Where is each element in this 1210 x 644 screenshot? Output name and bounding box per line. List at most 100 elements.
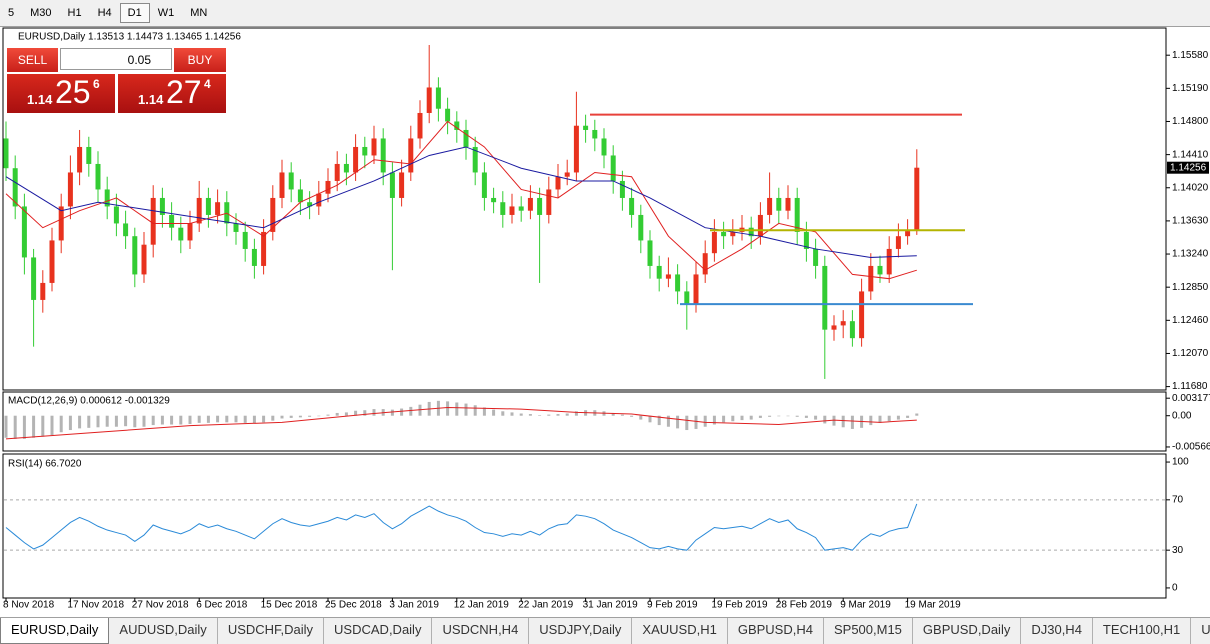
x-tick-label: 22 Jan 2019 xyxy=(518,600,573,611)
x-tick-label: 8 Nov 2018 xyxy=(3,600,55,611)
chart-tab[interactable]: UKC xyxy=(1191,618,1210,644)
macd-bar xyxy=(887,415,891,422)
candle-body xyxy=(849,321,855,339)
macd-bar xyxy=(142,415,146,427)
timeframe-button[interactable]: M30 xyxy=(30,7,52,19)
y-tick-label: 1.12460 xyxy=(1172,315,1209,326)
macd-bar xyxy=(676,415,680,429)
macd-bar xyxy=(234,415,238,423)
macd-bar xyxy=(335,412,339,416)
x-tick-label: 9 Mar 2019 xyxy=(840,600,891,611)
chart-tab[interactable]: DJ30,H4 xyxy=(1021,618,1093,644)
chart-tab[interactable]: USDCHF,Daily xyxy=(218,618,325,644)
candle-body xyxy=(196,197,202,224)
macd-bar xyxy=(492,409,496,416)
candle-body xyxy=(610,155,616,181)
candle-body xyxy=(187,223,193,241)
chart-tab[interactable]: USDCAD,Daily xyxy=(324,618,433,644)
candle-body xyxy=(491,197,497,203)
candle-body xyxy=(629,197,635,215)
candle-body xyxy=(205,197,211,215)
candle-body xyxy=(868,265,874,292)
candle-body xyxy=(481,172,487,198)
macd-bar xyxy=(317,415,321,417)
macd-bar xyxy=(68,415,72,431)
macd-bar xyxy=(804,415,808,418)
y-tick-label: 1.15580 xyxy=(1172,50,1209,61)
y-tick-label: 1.14410 xyxy=(1172,149,1209,160)
timeframe-button[interactable]: D1 xyxy=(119,3,150,23)
macd-bar xyxy=(510,412,514,416)
macd-bar xyxy=(308,415,312,417)
candle-body xyxy=(675,274,681,292)
candle-body xyxy=(307,202,313,207)
chart-tabs: EURUSD,Daily AUDUSD,Daily USDCHF,Daily USDC… xyxy=(0,617,1210,644)
chart-header: EURUSD,Daily 1.13513 1.14473 1.13465 1.1… xyxy=(18,32,241,43)
candle-body xyxy=(877,265,883,275)
candle-body xyxy=(527,197,533,211)
x-tick-label: 25 Dec 2018 xyxy=(325,600,382,611)
macd-bar xyxy=(13,415,17,439)
chart-tab[interactable]: USDJPY,Daily xyxy=(529,618,633,644)
macd-bar xyxy=(648,415,652,423)
y-tick-label: 1.11680 xyxy=(1172,381,1208,392)
price-big: 1.14 xyxy=(27,92,53,107)
macd-bar xyxy=(547,414,551,416)
ask-price[interactable]: 1.14 27 4 xyxy=(118,74,226,113)
x-tick-label: 6 Dec 2018 xyxy=(196,600,248,611)
chart-tab[interactable]: GBPUSD,H4 xyxy=(728,618,824,644)
macd-bar xyxy=(41,415,45,437)
chart-tab[interactable]: TECH100,H1 xyxy=(1093,618,1192,644)
timeframe-button[interactable]: MN xyxy=(190,7,208,19)
macd-bar xyxy=(114,415,118,427)
candle-body xyxy=(362,146,368,156)
chart-tab[interactable]: GBPUSD,Daily xyxy=(913,618,1022,644)
candle-body xyxy=(730,231,736,237)
timeframe-button[interactable]: W1 xyxy=(157,7,175,19)
macd-bar xyxy=(197,415,201,423)
chart-tab[interactable]: SP500,M15 xyxy=(824,618,913,644)
indicator-title: RSI(14) 66.7020 xyxy=(8,459,82,470)
signal-line xyxy=(5,406,917,440)
y-tick-label: 0 xyxy=(1172,583,1178,594)
chart-tab[interactable]: AUDUSD,Daily xyxy=(109,618,218,644)
macd-panel xyxy=(2,391,1167,452)
macd-bar xyxy=(22,415,26,439)
rsi-line xyxy=(5,503,918,551)
timeframe-button[interactable]: H1 xyxy=(67,7,82,19)
candle-body xyxy=(399,172,405,198)
macd-bar xyxy=(768,415,772,417)
macd-bar xyxy=(685,415,689,431)
buy-button[interactable]: BUY xyxy=(174,48,226,72)
macd-bar xyxy=(400,408,404,416)
chart-tab[interactable]: EURUSD,Daily xyxy=(0,618,110,644)
bid-price[interactable]: 1.14 25 6 xyxy=(7,74,115,113)
macd-bar xyxy=(565,413,569,416)
macd-bar xyxy=(326,414,330,416)
y-tick-label: 1.14020 xyxy=(1172,182,1209,193)
y-tick-label: 1.13630 xyxy=(1172,216,1209,227)
timeframe-button[interactable]: 5 xyxy=(8,7,15,19)
candle-body xyxy=(748,227,754,237)
price-point: 4 xyxy=(204,77,211,91)
sell-button[interactable]: SELL xyxy=(7,48,58,72)
y-tick-label: 1.14800 xyxy=(1172,116,1209,127)
macd-bar xyxy=(4,415,8,438)
timeframe-button[interactable]: H4 xyxy=(97,7,112,19)
candle-body xyxy=(270,197,276,232)
macd-bar xyxy=(289,415,293,418)
candle-body xyxy=(417,112,423,139)
macd-bar xyxy=(666,415,670,427)
lot-input[interactable]: 0.05 xyxy=(60,48,172,70)
candle-body xyxy=(343,163,349,173)
chart-tab[interactable]: XAUUSD,H1 xyxy=(632,618,728,644)
candle-body xyxy=(113,206,119,224)
candle-body xyxy=(141,244,147,275)
candle-body xyxy=(914,167,920,231)
macd-bar xyxy=(252,415,256,424)
chart-tab[interactable]: USDCNH,H4 xyxy=(432,618,530,644)
candle-body xyxy=(77,146,83,173)
macd-bar xyxy=(832,415,836,426)
x-tick-label: 17 Nov 2018 xyxy=(67,600,124,611)
candle-body xyxy=(3,138,9,169)
